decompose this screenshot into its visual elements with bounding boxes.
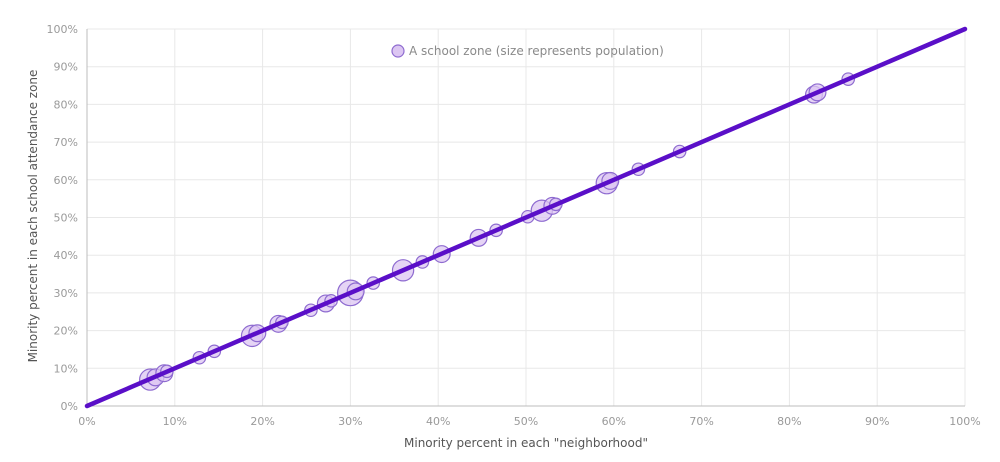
x-tick-label: 90%	[865, 415, 889, 428]
x-axis-ticks: 0% 10% 20% 30% 40% 50% 60% 70% 80% 90% 100%	[78, 415, 980, 428]
x-tick-label: 50%	[514, 415, 538, 428]
y-tick-label: 40%	[54, 249, 78, 262]
axes	[86, 29, 965, 407]
y-axis-ticks: 0% 10% 20% 30% 40% 50% 60% 70% 80% 90% 100%	[47, 23, 78, 413]
x-tick-label: 40%	[426, 415, 450, 428]
reference-line	[84, 26, 968, 409]
legend-swatch	[391, 44, 405, 58]
legend: A school zone (size represents populatio…	[391, 44, 664, 58]
y-tick-label: 0%	[61, 400, 78, 413]
y-tick-label: 30%	[54, 287, 78, 300]
y-axis-title: Minority percent in each school attendan…	[26, 70, 40, 363]
x-tick-label: 70%	[689, 415, 713, 428]
y-tick-label: 60%	[54, 174, 78, 187]
y-tick-label: 70%	[54, 136, 78, 149]
y-tick-label: 100%	[47, 23, 78, 36]
y-tick-label: 50%	[54, 212, 78, 225]
y-tick-label: 90%	[54, 61, 78, 74]
x-tick-label: 0%	[78, 415, 95, 428]
equality-line	[84, 26, 968, 409]
x-tick-label: 30%	[338, 415, 362, 428]
y-tick-label: 20%	[54, 325, 78, 338]
y-tick-label: 10%	[54, 362, 78, 375]
x-axis-title: Minority percent in each "neighborhood"	[404, 436, 648, 450]
x-tick-label: 10%	[163, 415, 187, 428]
x-tick-label: 20%	[250, 415, 274, 428]
y-tick-label: 80%	[54, 98, 78, 111]
x-tick-label: 60%	[602, 415, 626, 428]
legend-label: A school zone (size represents populatio…	[409, 44, 664, 58]
x-tick-label: 80%	[777, 415, 801, 428]
x-tick-label: 100%	[949, 415, 980, 428]
